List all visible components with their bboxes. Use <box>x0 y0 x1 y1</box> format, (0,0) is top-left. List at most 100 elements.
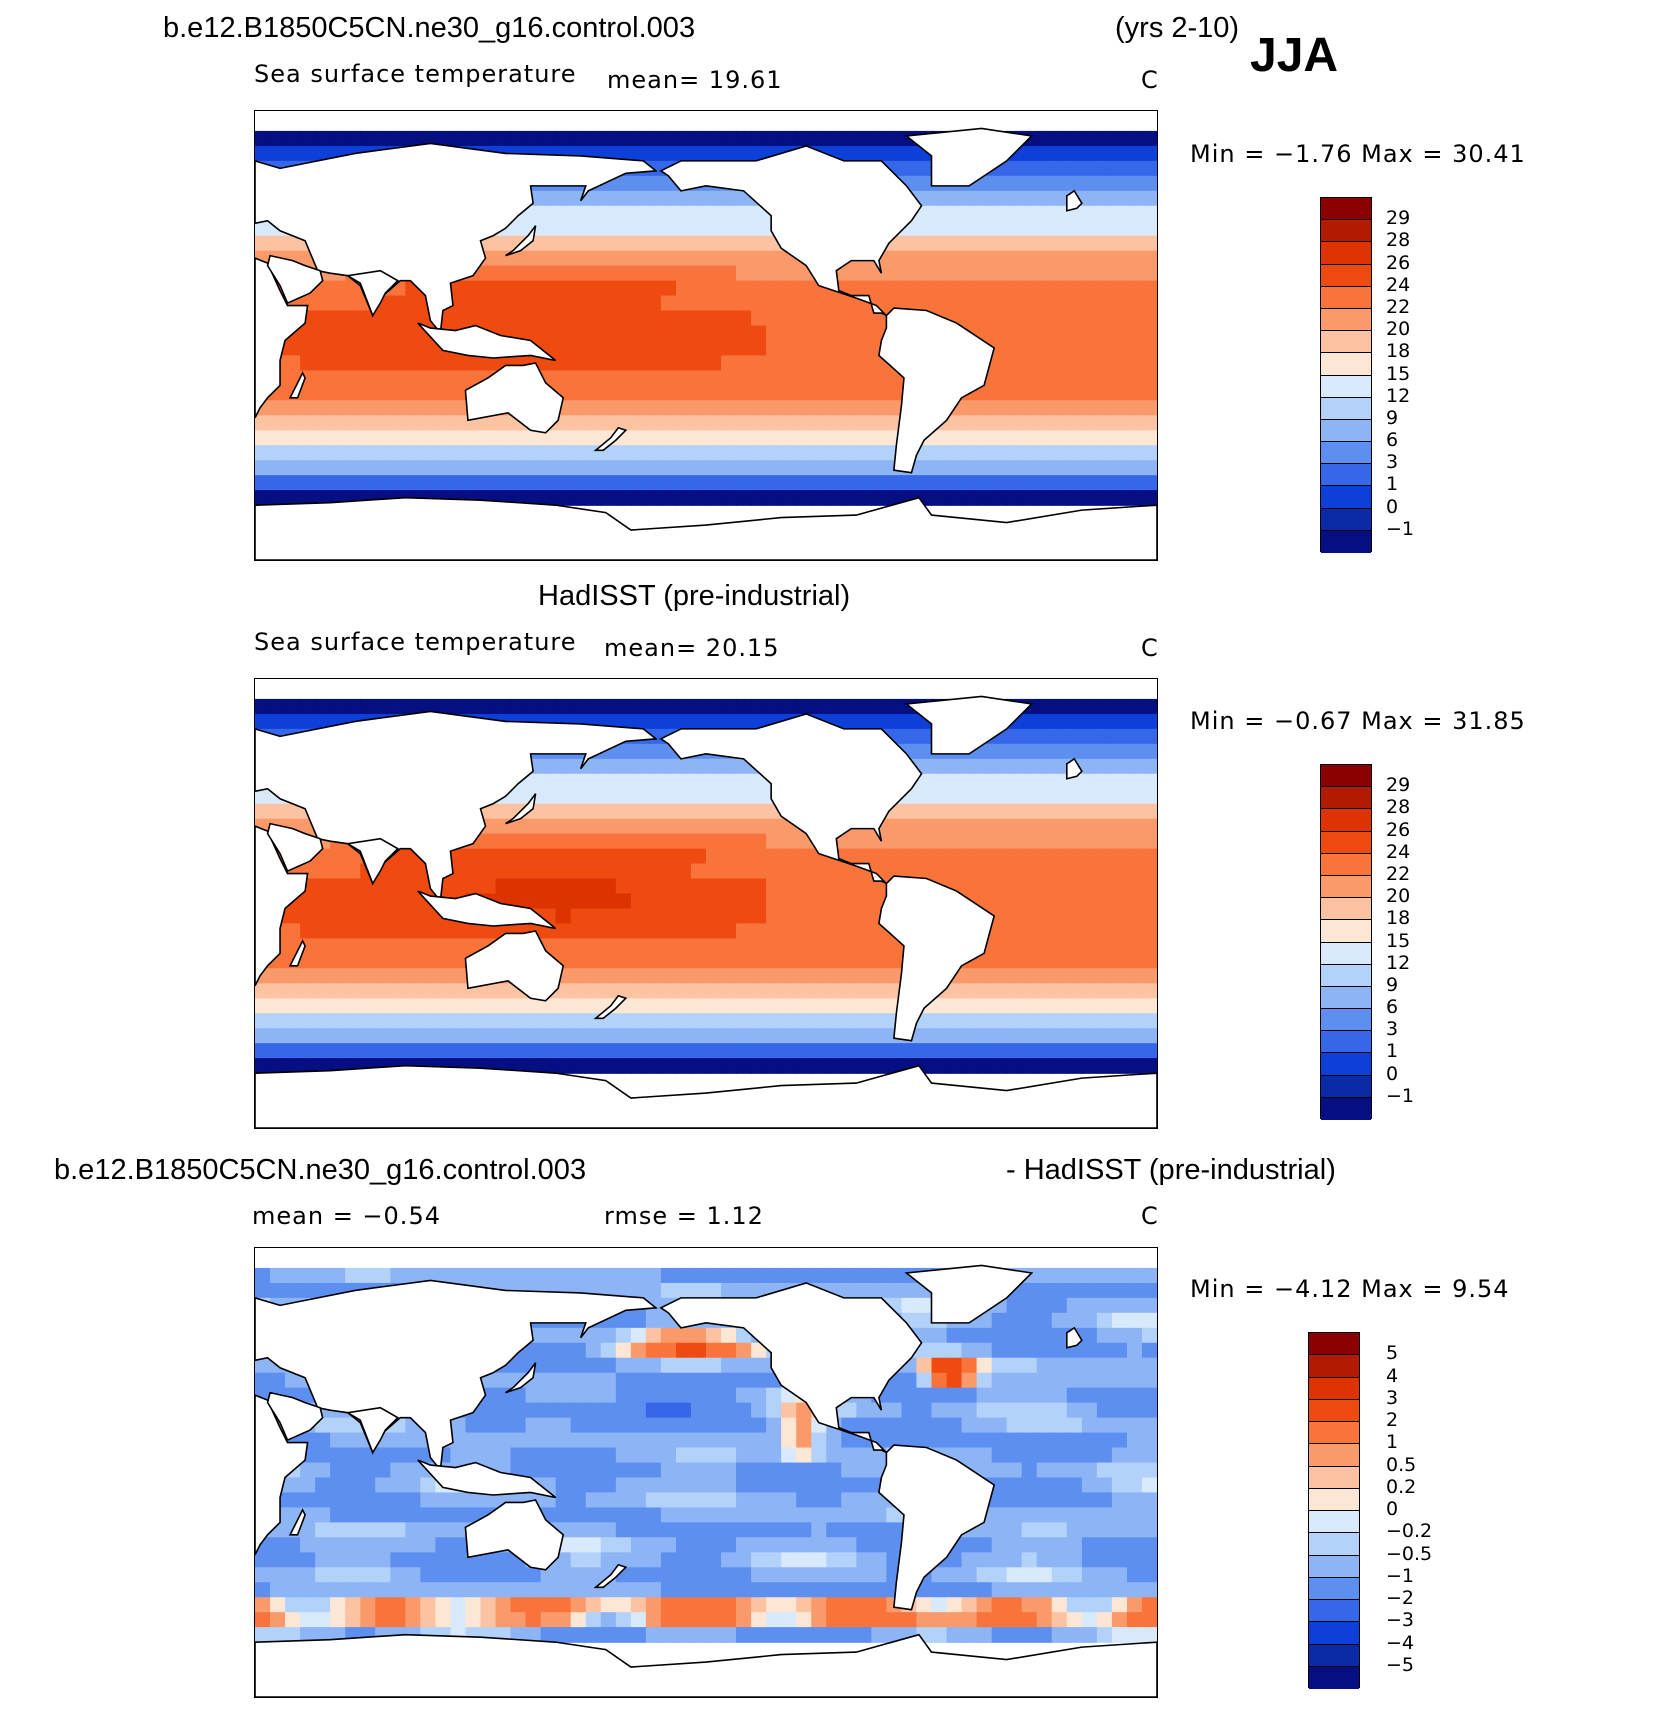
map-cell <box>751 1043 767 1059</box>
map-cell <box>706 1058 722 1074</box>
map-cell <box>570 460 587 476</box>
map-cell <box>450 415 467 432</box>
map-cell <box>796 1507 813 1524</box>
map-cell <box>946 1552 963 1569</box>
colorbar-tick-label: 24 <box>1386 840 1411 863</box>
map-cell <box>375 1267 392 1284</box>
map-cell <box>766 818 783 835</box>
map-cell <box>856 130 873 147</box>
map-cell <box>811 908 828 925</box>
map-cell <box>465 1567 482 1584</box>
map-cell <box>1111 743 1128 760</box>
map-cell <box>961 400 978 417</box>
map-cell <box>525 1402 542 1419</box>
map-cell <box>1141 1028 1157 1044</box>
map-cell <box>1096 923 1113 940</box>
map-cell <box>781 968 797 985</box>
map-cell <box>1021 400 1038 417</box>
map-cell <box>570 1417 587 1434</box>
map-cell <box>630 968 647 985</box>
map-cell <box>540 848 557 865</box>
map-cell <box>1051 1312 1068 1329</box>
map-cell <box>1141 728 1157 745</box>
map-cell <box>1051 1342 1068 1359</box>
map-cell <box>811 1432 828 1449</box>
landmass-indonesia <box>417 322 557 362</box>
map-cell <box>1111 1312 1128 1329</box>
map-cell <box>525 310 542 327</box>
map-cell <box>570 385 587 402</box>
map-cell <box>570 1342 587 1359</box>
colorbar-swatch <box>1309 1466 1359 1489</box>
map-cell <box>570 848 587 865</box>
map-cell <box>736 205 752 222</box>
map-cell <box>916 818 933 835</box>
map-cell <box>961 773 978 790</box>
map-cell <box>811 1013 828 1029</box>
map-cell <box>736 145 752 162</box>
map-cell <box>435 1537 452 1554</box>
map-cell <box>976 1387 993 1404</box>
map-cell <box>1081 833 1098 850</box>
map-cell <box>600 1597 617 1613</box>
map-cell <box>721 1282 737 1299</box>
colorbar-tick-label: 26 <box>1386 818 1411 841</box>
map-cell <box>345 1462 362 1479</box>
map-cell <box>1066 145 1083 162</box>
map-cell <box>1126 908 1143 925</box>
map-cell <box>946 415 963 432</box>
map-cell <box>1111 1552 1128 1569</box>
map-cell <box>270 1627 286 1643</box>
map-cell <box>826 415 843 432</box>
map-cell <box>721 893 737 910</box>
colorbar-swatch <box>1321 875 1371 899</box>
map-cell <box>1111 295 1128 312</box>
map-cell <box>1036 1417 1053 1434</box>
map-cell <box>841 1567 858 1584</box>
map-cell <box>706 1043 722 1059</box>
map-cell <box>1081 355 1098 372</box>
map-cell <box>946 445 963 461</box>
map-cell <box>525 1462 542 1479</box>
map-cell <box>721 310 737 327</box>
map-cell <box>1036 833 1053 850</box>
map-cell <box>495 998 512 1015</box>
map-cell <box>766 1417 783 1434</box>
map-cell <box>510 698 527 715</box>
map-cell <box>1126 295 1143 312</box>
map-cell <box>360 1028 377 1044</box>
map-cell <box>751 370 767 387</box>
map-cell <box>1021 235 1038 252</box>
colorbar-tick-label: 0 <box>1386 495 1399 518</box>
map-cell <box>841 325 858 342</box>
map-cell <box>751 1507 767 1524</box>
map-cell <box>285 1028 301 1044</box>
map-cell <box>706 235 722 252</box>
map-cell <box>871 998 888 1015</box>
map-cell <box>585 1507 602 1524</box>
map-cell <box>1006 1552 1023 1569</box>
map-cell <box>405 893 422 910</box>
map-cell <box>645 908 662 925</box>
map-cell <box>826 385 843 402</box>
map-cell <box>345 475 362 491</box>
colorbar-tick-label: −1 <box>1386 1084 1415 1107</box>
map-cell <box>736 1447 752 1464</box>
map-cell <box>645 1312 662 1329</box>
map-cell <box>585 938 602 955</box>
map-cell <box>300 1597 316 1613</box>
map-cell <box>345 1432 362 1449</box>
map-cell <box>465 923 482 940</box>
map-cell <box>796 1492 813 1509</box>
case-title: b.e12.B1850C5CN.ne30_g16.control.003 <box>163 12 696 44</box>
map-cell <box>300 1267 316 1284</box>
map-cell <box>1096 908 1113 925</box>
map-cell <box>781 908 797 925</box>
map-cell <box>1006 490 1023 506</box>
map-cell <box>420 983 437 1000</box>
map-cell <box>390 1432 407 1449</box>
map-cell <box>1081 1597 1098 1613</box>
map-cell <box>736 130 752 147</box>
map-cell <box>736 1612 752 1628</box>
map-cell <box>480 1567 497 1584</box>
